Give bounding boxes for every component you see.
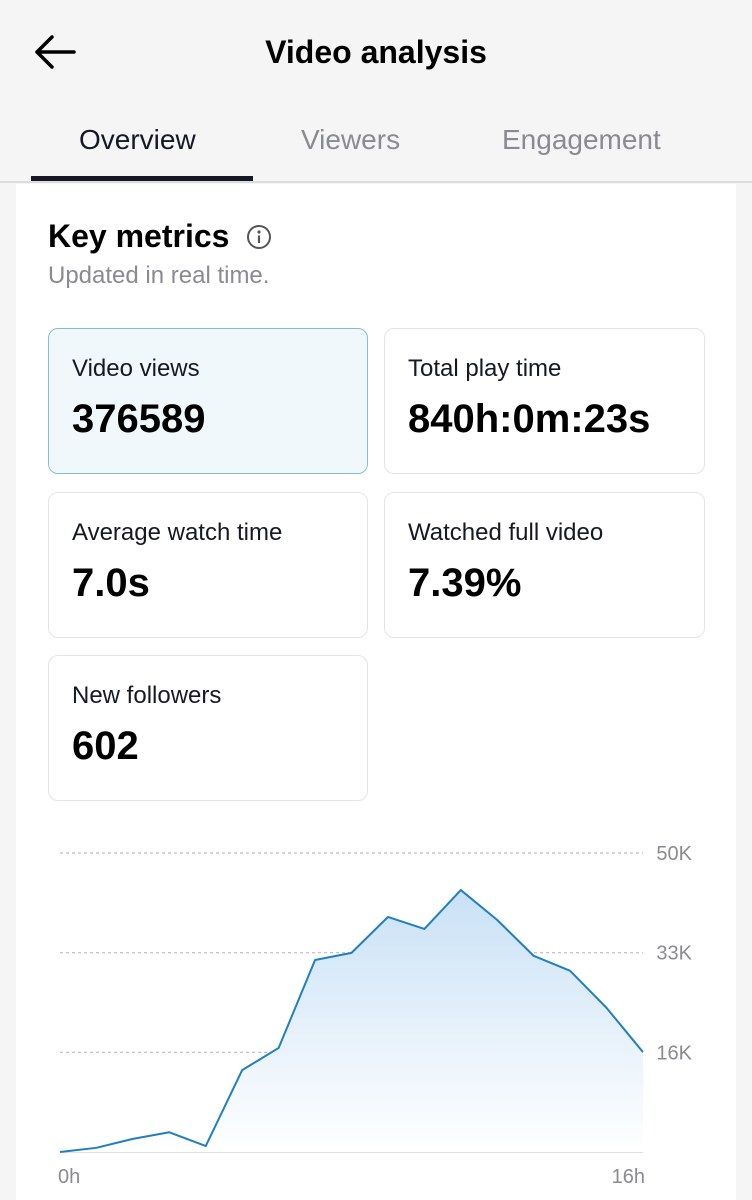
metric-label: Watched full video <box>408 519 604 546</box>
metric-value: 840h:0m:23s <box>408 397 651 441</box>
tab-indicator <box>31 176 253 181</box>
metric-label: Video views <box>72 355 200 382</box>
page-title: Video analysis <box>265 34 487 70</box>
metric-value: 376589 <box>72 397 206 441</box>
metric-label: Total play time <box>408 355 562 382</box>
section-subtitle: Updated in real time. <box>48 262 270 289</box>
metric-label: New followers <box>72 682 222 709</box>
x-tick-label: 16h <box>612 1166 645 1188</box>
metric-label: Average watch time <box>72 519 283 546</box>
metric-card[interactable]: Video views 376589 <box>48 328 368 474</box>
area <box>60 890 643 1152</box>
back-button[interactable] <box>32 34 78 70</box>
divider <box>0 181 752 183</box>
metric-card[interactable]: Average watch time 7.0s <box>48 492 368 638</box>
tab[interactable]: Overview <box>79 124 196 155</box>
section-title: Key metrics <box>48 218 230 254</box>
metric-card[interactable]: Watched full video 7.39% <box>384 492 705 638</box>
y-tick-label: 33K <box>656 943 692 965</box>
x-tick-label: 0h <box>58 1166 80 1188</box>
metric-value: 602 <box>72 724 139 768</box>
metric-value: 7.39% <box>408 561 522 605</box>
metric-card[interactable]: Total play time 840h:0m:23s <box>384 328 705 474</box>
line <box>59 889 644 1153</box>
tab[interactable]: Engagement <box>502 124 661 155</box>
metric-value: 7.0s <box>72 561 150 605</box>
chart: 16K 33K 50K 0h 16h <box>58 843 693 1188</box>
y-tick-label: 50K <box>656 843 692 865</box>
tab[interactable]: Viewers <box>301 124 401 155</box>
metric-card[interactable]: New followers 602 <box>48 655 368 801</box>
y-tick-label: 16K <box>656 1042 692 1064</box>
info-icon[interactable] <box>246 224 272 250</box>
